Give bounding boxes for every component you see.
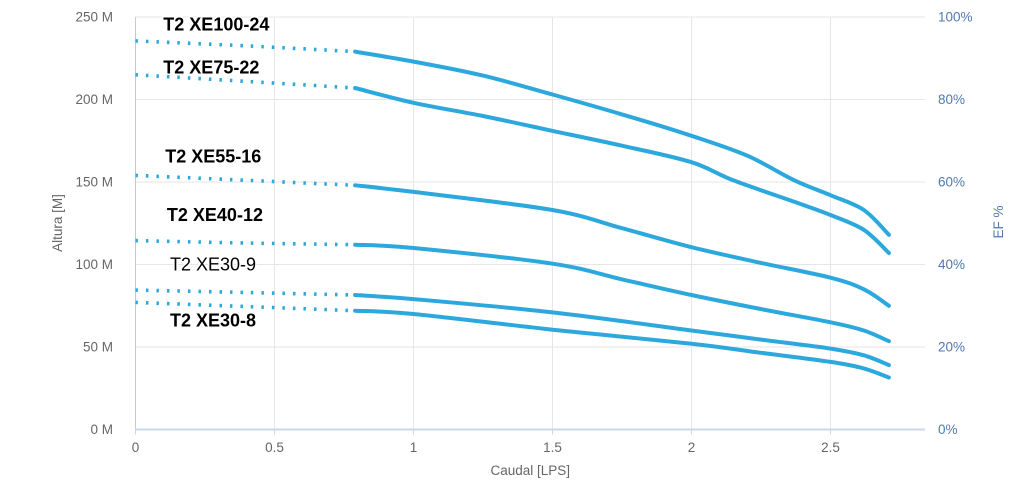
series-dotted-curve[interactable] (135, 300, 356, 313)
y-axis-right-tick-label: 0% (938, 422, 958, 437)
series-t2-xe55-16: T2 XE55-16 (135, 145, 891, 308)
series-dotted-curve[interactable] (135, 288, 356, 297)
series-dotted-curve[interactable] (135, 173, 356, 188)
series-label: T2 XE30-8 (170, 311, 256, 331)
y-axis-right-tick-label: 60% (938, 175, 965, 190)
x-axis-tick-label: 0.5 (265, 440, 284, 455)
y-axis-left-tick-label: 250 M (75, 10, 113, 25)
x-axis-tick-label: 1.5 (543, 440, 562, 455)
x-axis-tick-label: 2 (688, 440, 696, 455)
y-axis-right-title: EF % (991, 205, 1006, 238)
x-axis-tick-label: 1 (410, 440, 418, 455)
y-axis-left-tick-label: 0 M (90, 422, 113, 437)
y-axis-left-tick-label: 200 M (75, 92, 113, 107)
y-axis-left-tick-label: 50 M (83, 340, 113, 355)
series-label: T2 XE75-22 (163, 57, 259, 77)
series-t2-xe100-24: T2 XE100-24 (135, 13, 891, 237)
series-label: T2 XE55-16 (165, 146, 261, 166)
y-axis-right-tick-label: 20% (938, 340, 965, 355)
y-axis-right-tick-label: 40% (938, 257, 965, 272)
series-label: T2 XE100-24 (163, 14, 269, 34)
series-dotted-curve[interactable] (135, 39, 356, 54)
y-axis-left-tick-label: 150 M (75, 175, 113, 190)
series-label: T2 XE40-12 (167, 205, 263, 225)
x-axis-tick-label: 0 (132, 440, 140, 455)
series-solid-curve[interactable] (353, 86, 891, 255)
series-t2-xe75-22: T2 XE75-22 (135, 56, 891, 255)
y-axis-left-title: Altura [M] (50, 194, 65, 252)
series-solid-curve[interactable] (353, 183, 891, 308)
y-axis-right-tick-label: 100% (938, 10, 973, 25)
series-solid-curve[interactable] (353, 308, 891, 380)
series-t2-xe40-12: T2 XE40-12 (135, 204, 891, 344)
series-solid-curve[interactable] (353, 49, 891, 237)
x-axis-title: Caudal [LPS] (490, 463, 570, 478)
y-axis-left-tick-label: 100 M (75, 257, 113, 272)
series-t2-xe30-8: T2 XE30-8 (135, 300, 891, 380)
series-dotted-curve[interactable] (135, 238, 356, 247)
series-solid-curve[interactable] (353, 293, 891, 368)
series-solid-curve[interactable] (353, 242, 891, 344)
x-axis-tick-label: 2.5 (821, 440, 840, 455)
y-axis-right-tick-label: 80% (938, 92, 965, 107)
series-label: T2 XE30-9 (170, 255, 256, 275)
series-t2-xe30-9: T2 XE30-9 (135, 253, 891, 368)
